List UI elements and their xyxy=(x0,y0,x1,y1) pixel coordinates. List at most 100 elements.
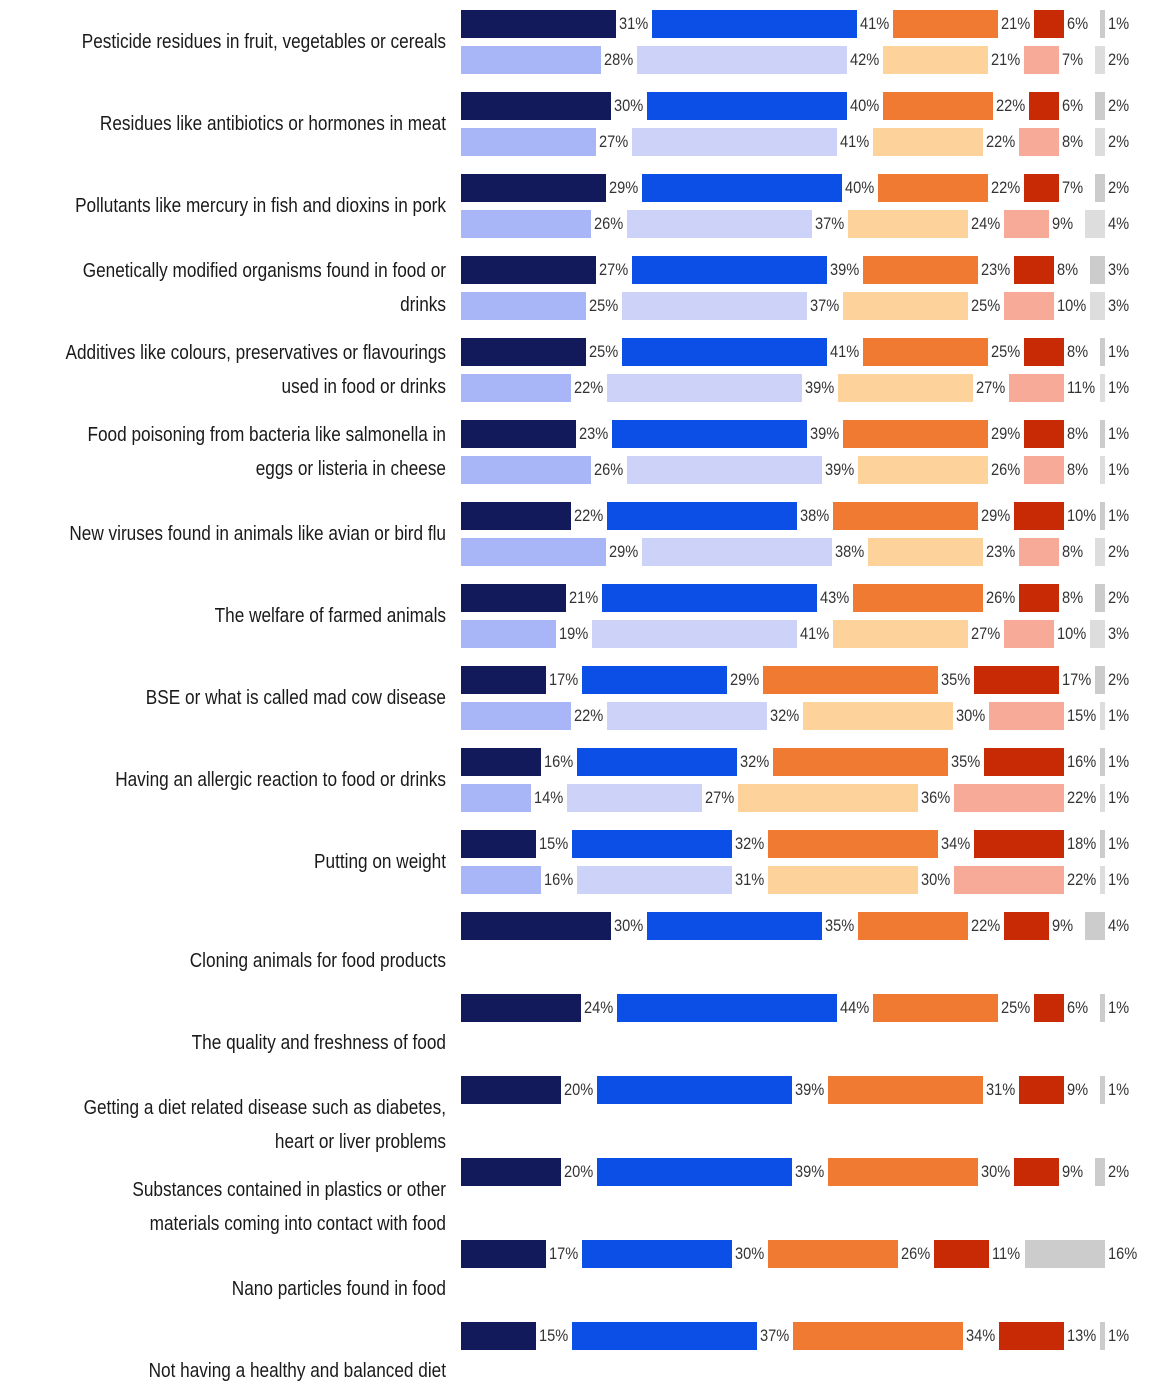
bar-segment xyxy=(1095,538,1105,566)
bar-segment xyxy=(763,666,938,694)
value-label: 1% xyxy=(1108,502,1129,530)
bar-segment xyxy=(1100,374,1105,402)
value-label: 26% xyxy=(901,1240,930,1268)
category-label: Nano particles found in food xyxy=(63,1272,446,1306)
value-label: 31% xyxy=(986,1076,1015,1104)
bar-segment xyxy=(1095,46,1105,74)
value-label: 30% xyxy=(735,1240,764,1268)
value-label: 20% xyxy=(564,1076,593,1104)
category-label: Food poisoning from bacteria like salmon… xyxy=(63,418,446,486)
value-label: 25% xyxy=(1001,994,1030,1022)
value-label: 21% xyxy=(991,46,1020,74)
bar-segment xyxy=(567,784,702,812)
bar-segment xyxy=(773,748,948,776)
bar-segment xyxy=(1004,292,1054,320)
value-label: 10% xyxy=(1057,292,1086,320)
value-label: 29% xyxy=(609,174,638,202)
value-label: 15% xyxy=(539,830,568,858)
category-label: Putting on weight xyxy=(63,845,446,879)
value-label: 7% xyxy=(1062,174,1083,202)
category-label: The welfare of farmed animals xyxy=(63,599,446,633)
value-label: 8% xyxy=(1057,256,1078,284)
bar-segment xyxy=(1095,666,1105,694)
bar-segment xyxy=(1019,584,1059,612)
value-label: 16% xyxy=(1108,1240,1137,1268)
value-label: 39% xyxy=(795,1076,824,1104)
value-label: 2% xyxy=(1108,584,1129,612)
value-label: 29% xyxy=(730,666,759,694)
category-label: Genetically modified organisms found in … xyxy=(63,254,446,322)
bar-segment xyxy=(1019,1076,1064,1104)
value-label: 22% xyxy=(996,92,1025,120)
bar-segment xyxy=(878,174,988,202)
value-label: 6% xyxy=(1067,10,1088,38)
value-label: 29% xyxy=(991,420,1020,448)
bar-segment xyxy=(768,830,938,858)
bar-segment xyxy=(461,1322,536,1350)
value-label: 3% xyxy=(1108,292,1129,320)
bar-segment xyxy=(1019,128,1059,156)
bar-segment xyxy=(1029,92,1059,120)
bar-segment xyxy=(803,702,953,730)
value-label: 27% xyxy=(971,620,1000,648)
value-label: 30% xyxy=(921,866,950,894)
value-label: 28% xyxy=(604,46,633,74)
bar-segment xyxy=(1019,538,1059,566)
bar-segment xyxy=(1095,1158,1105,1186)
value-label: 16% xyxy=(544,866,573,894)
bar-segment xyxy=(461,92,611,120)
bar-segment xyxy=(833,620,968,648)
bar-segment xyxy=(1090,256,1105,284)
bar-segment xyxy=(828,1076,983,1104)
bar-segment xyxy=(1024,338,1064,366)
bar-segment xyxy=(1100,1322,1105,1350)
value-label: 2% xyxy=(1108,538,1129,566)
bar-segment xyxy=(853,584,983,612)
category-label: New viruses found in animals like avian … xyxy=(63,517,446,551)
value-label: 16% xyxy=(1067,748,1096,776)
value-label: 9% xyxy=(1062,1158,1083,1186)
value-label: 15% xyxy=(539,1322,568,1350)
bar-segment xyxy=(461,256,596,284)
bar-segment xyxy=(461,666,546,694)
bar-segment xyxy=(989,702,1064,730)
bar-segment xyxy=(461,784,531,812)
bar-segment xyxy=(642,174,842,202)
value-label: 30% xyxy=(614,912,643,940)
value-label: 41% xyxy=(860,10,889,38)
bar-segment xyxy=(883,46,988,74)
bar-segment xyxy=(1085,210,1105,238)
value-label: 1% xyxy=(1108,748,1129,776)
bar-segment xyxy=(461,866,541,894)
value-label: 41% xyxy=(830,338,859,366)
value-label: 17% xyxy=(549,666,578,694)
value-label: 8% xyxy=(1062,128,1083,156)
category-label: Cloning animals for food products xyxy=(63,944,446,978)
bar-segment xyxy=(768,866,918,894)
value-label: 38% xyxy=(800,502,829,530)
value-label: 1% xyxy=(1108,784,1129,812)
category-label: Substances contained in plastics or othe… xyxy=(63,1173,446,1241)
value-label: 1% xyxy=(1108,1076,1129,1104)
bar-segment xyxy=(577,748,737,776)
bar-segment xyxy=(863,256,978,284)
bar-segment xyxy=(632,128,837,156)
bar-segment xyxy=(592,620,797,648)
value-label: 40% xyxy=(850,92,879,120)
bar-segment xyxy=(602,584,817,612)
value-label: 31% xyxy=(735,866,764,894)
value-label: 39% xyxy=(825,456,854,484)
bar-segment xyxy=(461,292,586,320)
value-label: 34% xyxy=(941,830,970,858)
bar-segment xyxy=(622,292,807,320)
value-label: 30% xyxy=(614,92,643,120)
bar-segment xyxy=(461,994,581,1022)
bar-segment xyxy=(1014,256,1054,284)
bar-segment xyxy=(1024,456,1064,484)
bar-segment xyxy=(843,292,968,320)
value-label: 8% xyxy=(1067,420,1088,448)
bar-segment xyxy=(1100,866,1105,894)
value-label: 31% xyxy=(619,10,648,38)
value-label: 32% xyxy=(740,748,769,776)
bar-segment xyxy=(1085,912,1105,940)
